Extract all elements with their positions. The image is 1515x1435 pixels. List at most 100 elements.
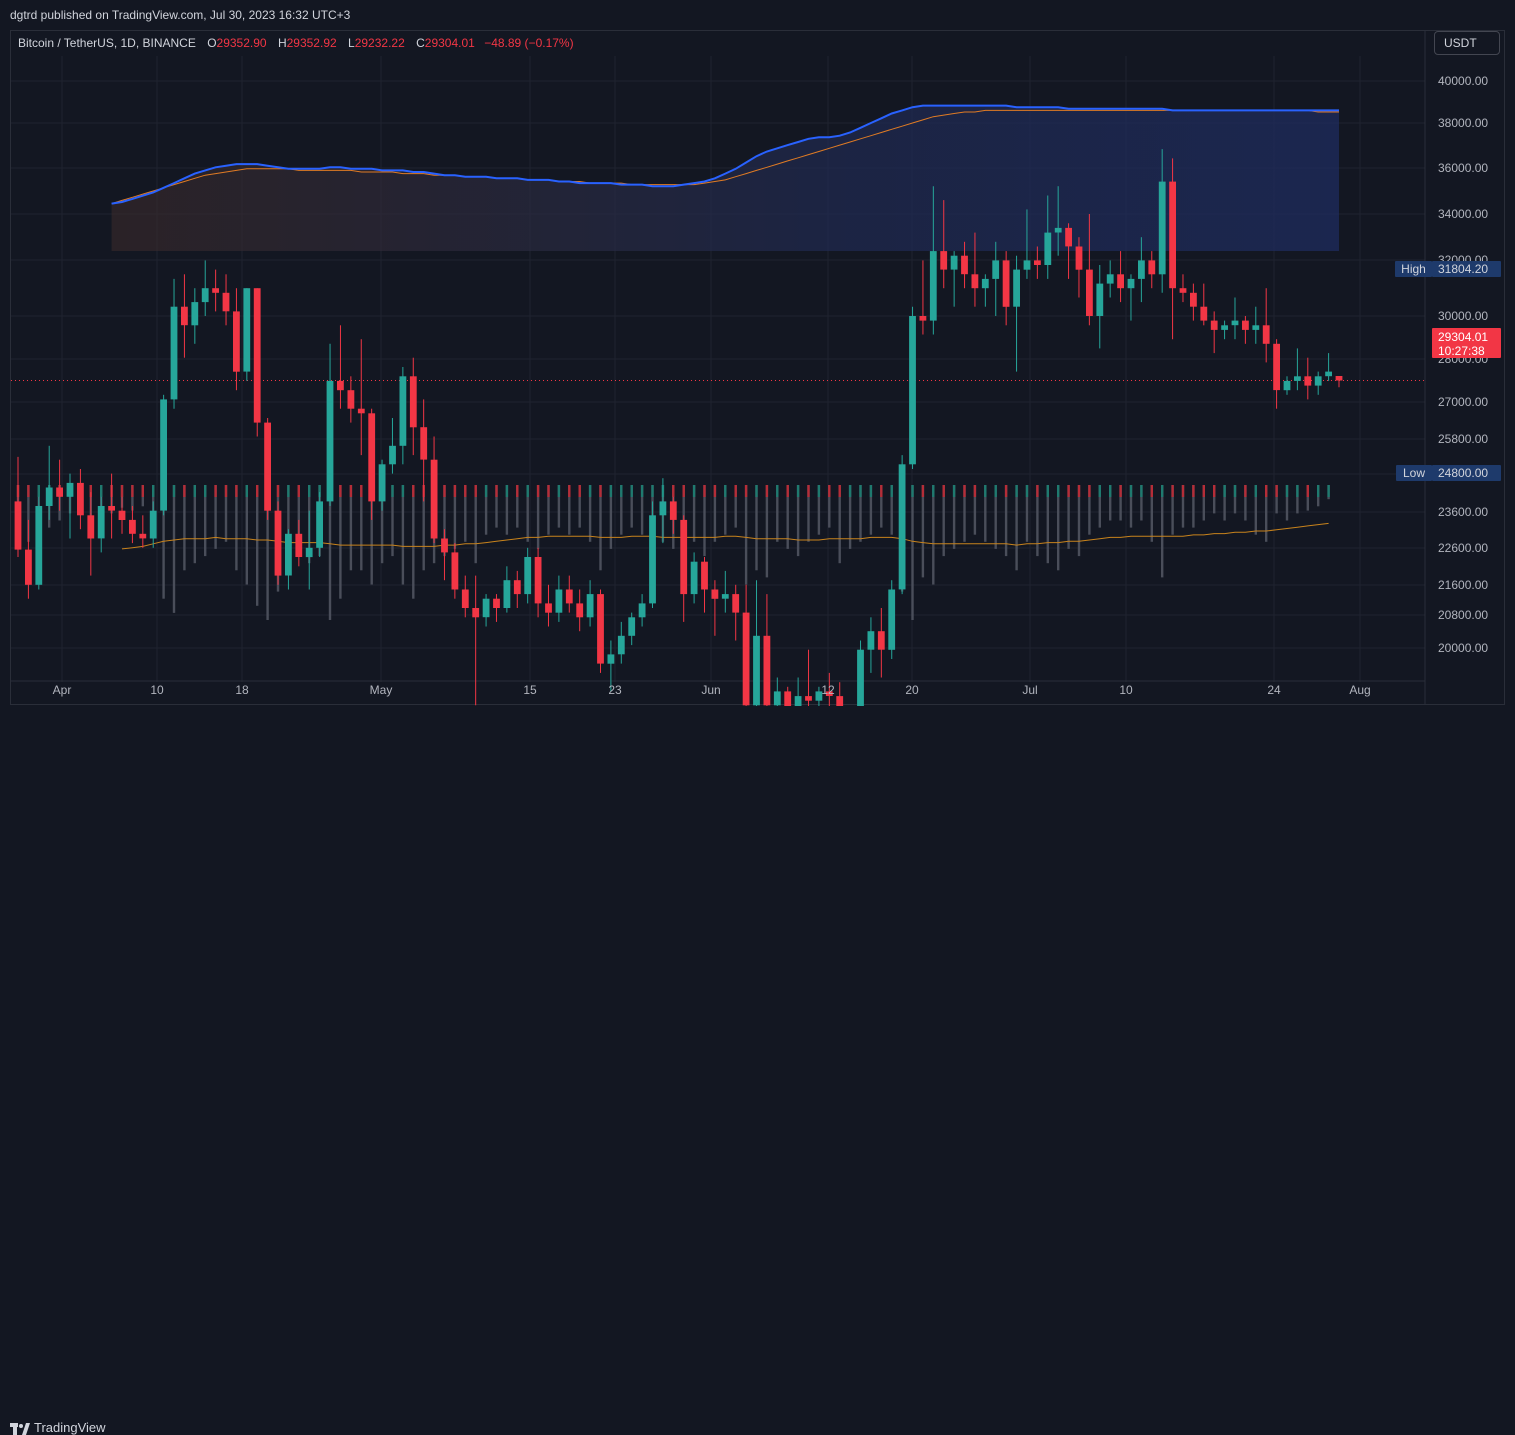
candle [961, 241, 968, 289]
volume-bar [1181, 485, 1185, 528]
tradingview-brand[interactable]: TradingView [10, 1420, 106, 1435]
candle-body [898, 464, 906, 590]
open-value: 29352.90 [216, 36, 267, 50]
candle [378, 459, 386, 511]
volume-bar [1004, 485, 1008, 557]
volume-bar [932, 485, 935, 585]
volume-bar [536, 485, 540, 549]
candle-body [773, 691, 781, 706]
indicator-pane [111, 104, 1340, 251]
candle [1117, 251, 1124, 303]
candle [721, 570, 729, 613]
volume-bar [994, 485, 997, 549]
candle-body [742, 612, 750, 706]
candle [1138, 237, 1145, 303]
close-value: 29304.01 [424, 36, 475, 50]
volume-bar-head [401, 485, 405, 497]
volume-bar [547, 485, 550, 535]
volume-bar [443, 485, 446, 557]
candle-body [555, 589, 563, 613]
volume-bar-head [599, 485, 602, 497]
candle [971, 232, 979, 307]
volume-bar-head [713, 485, 717, 497]
indicator-fill [111, 105, 1340, 251]
volume-bar [131, 485, 134, 511]
candle [1044, 195, 1052, 279]
candle [493, 594, 500, 622]
volume-bar [183, 485, 186, 571]
volume-bar-head [1119, 485, 1122, 497]
volume-bar [984, 485, 987, 542]
volume-bar [27, 485, 30, 542]
time-tick-label: 10 [150, 683, 164, 697]
volume-bar [1213, 485, 1216, 514]
candle-body [981, 278, 989, 289]
candle-body [1065, 227, 1072, 247]
volume-bar [1161, 485, 1164, 578]
volume-bar-head [1025, 485, 1029, 497]
price-chart[interactable]: 40000.0038000.0036000.0034000.0032000.00… [0, 0, 1515, 738]
candle-body [1158, 181, 1166, 275]
volume-bar [1015, 485, 1018, 571]
candle-body [888, 589, 896, 650]
candle [565, 575, 573, 613]
price-tick-label: 40000.00 [1438, 74, 1488, 88]
candle-body [316, 501, 323, 548]
volume-bar [1306, 485, 1309, 511]
volume-bar-head [1265, 485, 1268, 497]
volume-bar [755, 485, 758, 571]
volume-bar-head [412, 485, 415, 497]
candle-body [732, 594, 740, 613]
volume-bar [1036, 485, 1039, 557]
volume-bar-head [1129, 485, 1133, 497]
candle-body [1106, 274, 1114, 284]
candle-body [1190, 292, 1197, 307]
candle-body [659, 501, 667, 516]
candle [1002, 251, 1010, 326]
candle [87, 492, 95, 576]
volume-bar-head [734, 485, 737, 497]
candle [607, 640, 615, 692]
candle [243, 288, 251, 381]
volume-bar [1285, 485, 1289, 521]
high-label-text: High [1401, 262, 1426, 276]
volume-bar-head [1181, 485, 1185, 497]
candle [149, 501, 157, 548]
volume-bar-head [692, 485, 696, 497]
volume-bar [1109, 485, 1112, 521]
time-axis: Apr 10 18 May 15 23 Jun 12 20 Jul 10 24 Aug [53, 683, 1371, 697]
candle [617, 621, 625, 664]
candle [295, 519, 303, 567]
time-tick-label: May [370, 683, 393, 697]
low-value-tag [1432, 465, 1501, 481]
candle-body [1169, 181, 1176, 289]
candle [1325, 353, 1332, 381]
volume-bar-head [796, 485, 800, 497]
candle-body [867, 631, 875, 650]
volume-bar [1171, 485, 1174, 535]
candle-body [1325, 371, 1332, 377]
candle-body [243, 288, 251, 372]
volume-bar-head [484, 485, 488, 497]
candle [1231, 297, 1239, 340]
candle [1242, 316, 1249, 344]
volume-bar [1265, 485, 1268, 542]
candle-body [461, 589, 469, 608]
candle-body [368, 413, 376, 502]
currency-button[interactable]: USDT [1434, 31, 1500, 55]
volume-bar [360, 485, 363, 571]
volume-bar-head [640, 485, 644, 497]
candle-body [1210, 320, 1218, 330]
candle [1210, 311, 1218, 354]
candle [212, 269, 219, 312]
volume-bar-head [755, 485, 758, 497]
volume-bar-head [1244, 485, 1247, 497]
volume-bar [474, 485, 477, 564]
price-tick-label: 22600.00 [1438, 541, 1488, 555]
volume-bar-head [1285, 485, 1289, 497]
volume-bar-head [276, 485, 280, 497]
candle-body [14, 501, 22, 550]
volume-bar-head [183, 485, 186, 497]
symbol-name[interactable]: Bitcoin / TetherUS, 1D, BINANCE [18, 36, 196, 50]
candle [1023, 209, 1031, 279]
